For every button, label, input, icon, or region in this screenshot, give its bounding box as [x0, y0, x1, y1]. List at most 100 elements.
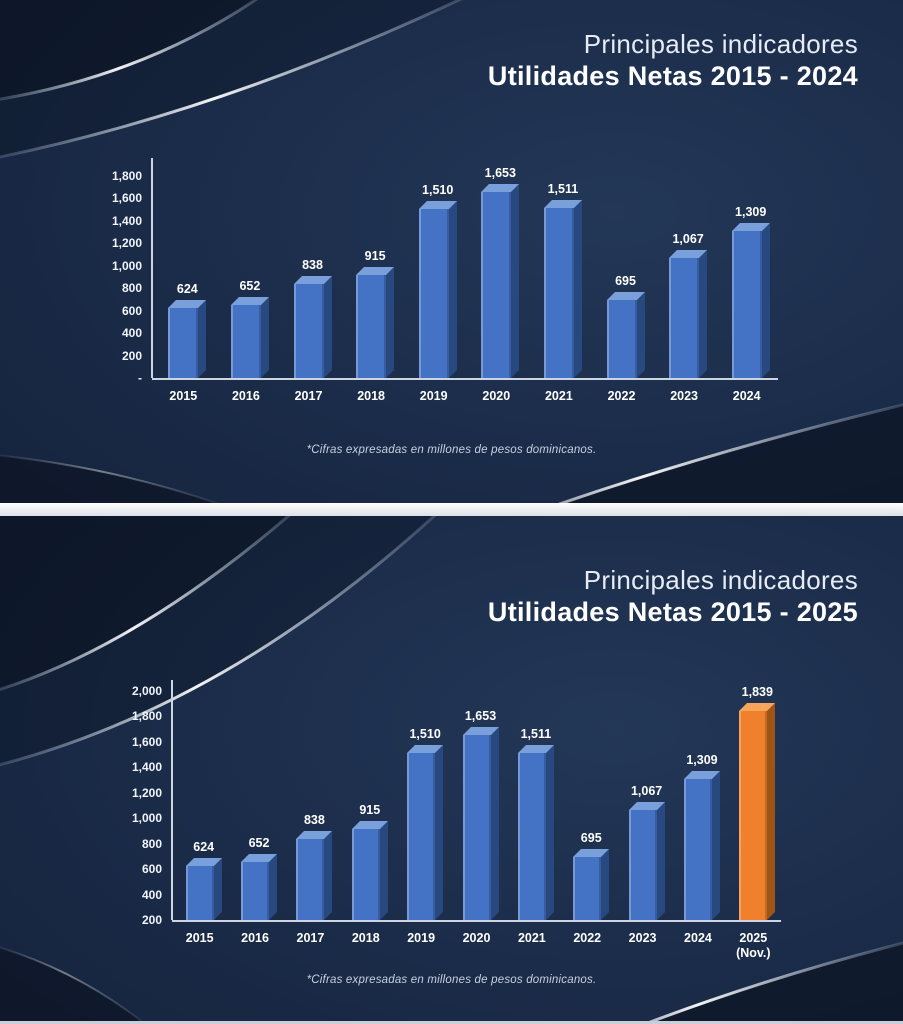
bar-side-face [379, 821, 388, 920]
bar-value-label: 695 [580, 831, 602, 845]
bar-side-face [323, 276, 332, 378]
background-swoosh-decoration [0, 0, 903, 503]
y-axis-tick: 1,200 [111, 236, 142, 251]
bar-value-label: 1,653 [484, 166, 516, 180]
bar-front-face [739, 711, 768, 920]
bar-side-face [761, 223, 770, 378]
y-axis-tick: - [138, 371, 142, 385]
y-axis-tick: 200 [121, 348, 142, 363]
y-axis-tick: 1,400 [111, 213, 142, 228]
bar-front-face [296, 839, 325, 920]
bar-side-face [656, 802, 665, 920]
slide-title: Utilidades Netas 2015 - 2024 [487, 61, 858, 91]
bar-front-face [168, 308, 199, 378]
y-axis-tick: 1,600 [111, 191, 142, 206]
x-axis-category-sublabel: (Nov.) [736, 946, 771, 960]
slide-utilidades-2024: Principales indicadores Utilidades Netas… [0, 0, 903, 503]
footnote: *Cifras expresadas en millones de pesos … [306, 444, 597, 456]
bar-front-face [407, 753, 436, 920]
y-axis-tick: 400 [121, 326, 142, 341]
bar-2020 [462, 727, 499, 920]
slide-kicker: Principales indicadores [583, 565, 858, 595]
bar-2024 [683, 771, 720, 920]
bar-chart-2015-2024: 1,800 1,600 1,400 1,200 1,000 800 600 400 200 - 62… [0, 0, 903, 503]
bar-2019 [418, 201, 457, 378]
bar-value-label: 1,511 [520, 727, 552, 741]
x-axis-category-label: 2019 [419, 389, 448, 403]
bar-value-label: 1,067 [672, 232, 704, 246]
bar-2017 [293, 276, 332, 378]
bar-value-label: 915 [359, 803, 381, 817]
bar-2018 [351, 821, 388, 920]
slide-title-block: Principales indicadores Utilidades Netas… [488, 564, 858, 629]
x-axis-category-label: 2022 [607, 389, 636, 403]
bar-side-face [511, 184, 520, 378]
y-axis-line [171, 680, 173, 920]
y-axis-tick: 800 [121, 281, 142, 296]
bar-front-face [731, 231, 762, 378]
bar-side-face [269, 854, 278, 920]
bar-2019 [407, 745, 444, 920]
bar-front-face [606, 300, 637, 378]
bar-value-label: 1,839 [741, 685, 773, 699]
bar-2022 [606, 292, 645, 378]
x-axis-category-label: 2018 [351, 931, 380, 945]
bar-value-label: 1,653 [464, 709, 497, 723]
bar-value-label: 1,067 [630, 784, 663, 798]
x-axis-category-label: 2024 [684, 931, 712, 945]
y-axis-tick: 200 [141, 913, 162, 927]
x-axis-category-label: 2015 [169, 389, 198, 403]
bar-front-face [481, 192, 512, 378]
bar-2016 [241, 854, 278, 920]
y-axis-line [151, 158, 153, 378]
bar-front-face [628, 810, 657, 920]
bar-value-label: 838 [302, 258, 323, 272]
bar-value-label: 1,510 [409, 727, 441, 741]
y-axis-tick: 1,000 [131, 811, 162, 826]
x-axis-category-label: 2020 [482, 389, 511, 403]
bar-2023 [628, 802, 665, 920]
x-axis-category-label: 2021 [517, 931, 546, 945]
y-axis-tick: 1,000 [111, 258, 142, 273]
x-axis-category-label: 2020 [462, 931, 491, 945]
bar-value-label: 695 [615, 274, 636, 288]
x-axis-category-label: 2022 [573, 931, 602, 945]
bar-value-label: 652 [239, 279, 261, 293]
background-swoosh-decoration [0, 516, 903, 1021]
x-axis-category-label: 2015 [185, 931, 214, 945]
bar-side-face [601, 849, 610, 920]
x-axis-category-label: 2019 [407, 931, 436, 945]
bar-value-label: 624 [176, 282, 198, 296]
slide-utilidades-2025: Principales indicadores Utilidades Netas… [0, 516, 903, 1021]
x-axis-line [172, 920, 781, 922]
bar-side-face [435, 745, 444, 920]
x-axis-category-label: 2017 [296, 931, 325, 945]
bar-front-face [418, 209, 449, 378]
slide-kicker: Principales indicadores [583, 29, 858, 59]
x-axis-category-label: 2018 [357, 389, 385, 403]
x-axis-category-label: 2025 (Nov.) [736, 931, 771, 960]
bar-2024 [731, 223, 770, 378]
bar-side-face [767, 703, 776, 920]
bar-2015 [185, 858, 222, 920]
slide-title: Utilidades Netas 2015 - 2025 [487, 597, 858, 627]
x-axis-category-label: 2016 [231, 389, 260, 403]
bar-front-face [351, 829, 380, 920]
x-axis-category-label: 2016 [241, 931, 269, 945]
bar-2016 [230, 297, 269, 378]
x-axis-category-label: 2023 [670, 389, 698, 403]
x-axis-category-label: 2017 [294, 389, 323, 403]
slide-divider [0, 503, 903, 516]
bar-2022 [573, 849, 610, 920]
x-axis-category-label: 2023 [628, 931, 657, 945]
bar-chart-2015-2025: 2,000 1,800 1,600 1,400 1,200 1,000 800 600 400 2… [0, 516, 903, 1021]
y-axis-tick: 600 [141, 862, 162, 877]
bar-2020 [481, 184, 520, 378]
bar-front-face [293, 284, 324, 378]
bar-front-face [683, 779, 712, 920]
bar-front-face [543, 208, 574, 378]
bar-side-face [213, 858, 222, 920]
bar-value-label: 1,511 [547, 182, 579, 196]
bar-2015 [168, 300, 207, 378]
bar-value-label: 652 [248, 836, 270, 850]
